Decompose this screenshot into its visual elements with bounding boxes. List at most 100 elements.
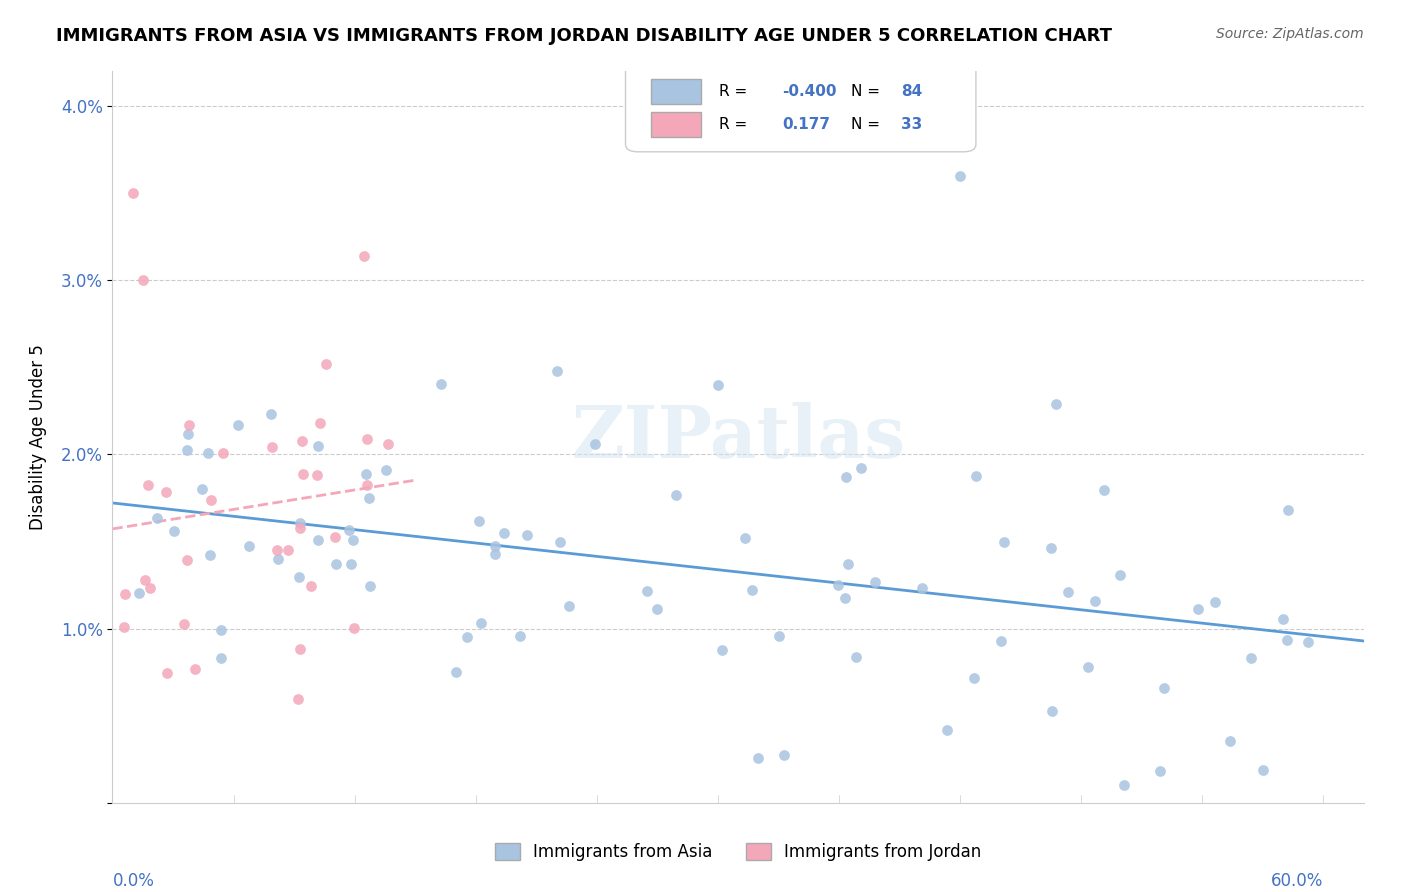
Text: R =: R = [720, 85, 752, 99]
Point [707, 377, 730, 392]
Point [936, 723, 959, 737]
Text: N =: N = [851, 85, 884, 99]
Point [191, 482, 214, 496]
Point [990, 633, 1012, 648]
Point [266, 543, 288, 558]
Point [516, 528, 538, 542]
Point [277, 542, 299, 557]
Point [585, 436, 607, 450]
Point [287, 692, 309, 706]
Point [484, 539, 506, 553]
Point [287, 569, 309, 583]
Point [343, 621, 366, 635]
Point [910, 581, 932, 595]
Point [470, 615, 492, 630]
Point [548, 534, 571, 549]
Point [834, 469, 856, 483]
Point [1084, 594, 1107, 608]
Point [155, 666, 177, 681]
Point [305, 468, 328, 483]
Point [1251, 764, 1274, 778]
Text: N =: N = [851, 117, 884, 132]
Point [1296, 635, 1319, 649]
Y-axis label: Disability Age Under 5: Disability Age Under 5 [30, 344, 46, 530]
Point [377, 437, 399, 451]
Point [1056, 584, 1078, 599]
Point [558, 599, 581, 614]
Point [114, 587, 136, 601]
Point [325, 558, 347, 572]
Point [359, 491, 381, 506]
Point [134, 573, 156, 587]
Point [1187, 602, 1209, 616]
Point [342, 533, 364, 547]
FancyBboxPatch shape [651, 112, 700, 137]
Legend: Immigrants from Asia, Immigrants from Jordan: Immigrants from Asia, Immigrants from Jo… [488, 836, 988, 868]
Point [132, 273, 155, 287]
Point [128, 586, 150, 600]
Point [198, 549, 221, 563]
Point [456, 630, 478, 644]
Point [262, 440, 284, 454]
Point [993, 535, 1015, 549]
Point [430, 376, 453, 391]
Point [356, 433, 378, 447]
Point [290, 516, 312, 530]
Point [162, 524, 184, 538]
Point [645, 602, 668, 616]
Point [963, 671, 986, 685]
Point [197, 446, 219, 460]
Text: 0.0%: 0.0% [112, 872, 155, 890]
Point [177, 427, 200, 442]
Point [323, 530, 346, 544]
Point [509, 629, 531, 643]
Point [484, 547, 506, 561]
Point [112, 620, 135, 634]
Point [851, 460, 873, 475]
Point [307, 439, 329, 453]
Text: R =: R = [720, 117, 752, 132]
Point [711, 643, 734, 657]
Point [1108, 568, 1130, 582]
Point [374, 463, 396, 477]
Text: IMMIGRANTS FROM ASIA VS IMMIGRANTS FROM JORDAN DISABILITY AGE UNDER 5 CORRELATIO: IMMIGRANTS FROM ASIA VS IMMIGRANTS FROM … [56, 27, 1112, 45]
Text: 33: 33 [901, 117, 922, 132]
Point [209, 623, 232, 637]
Point [1240, 651, 1263, 665]
Point [772, 747, 794, 762]
Point [768, 629, 790, 643]
Point [238, 539, 260, 553]
Point [1040, 541, 1063, 555]
Point [184, 662, 207, 676]
Point [359, 579, 381, 593]
Point [340, 557, 363, 571]
Point [547, 363, 569, 377]
Point [636, 583, 658, 598]
Point [444, 665, 467, 679]
Point [337, 523, 360, 537]
Point [121, 186, 143, 201]
Point [1153, 681, 1175, 695]
Point [259, 408, 281, 422]
Point [299, 579, 322, 593]
Point [356, 478, 378, 492]
Point [1219, 734, 1241, 748]
Point [1277, 633, 1299, 648]
Point [965, 468, 987, 483]
Point [741, 583, 763, 598]
Text: Source: ZipAtlas.com: Source: ZipAtlas.com [1216, 27, 1364, 41]
Point [315, 357, 337, 371]
Point [211, 446, 233, 460]
Text: -0.400: -0.400 [782, 85, 837, 99]
Point [834, 591, 856, 605]
Point [209, 650, 232, 665]
Point [288, 521, 311, 535]
Point [949, 169, 972, 183]
Point [468, 514, 491, 528]
FancyBboxPatch shape [651, 78, 700, 104]
Point [291, 434, 314, 449]
Point [837, 557, 859, 571]
Text: 60.0%: 60.0% [1271, 872, 1323, 890]
Point [1277, 502, 1299, 516]
Point [492, 525, 515, 540]
